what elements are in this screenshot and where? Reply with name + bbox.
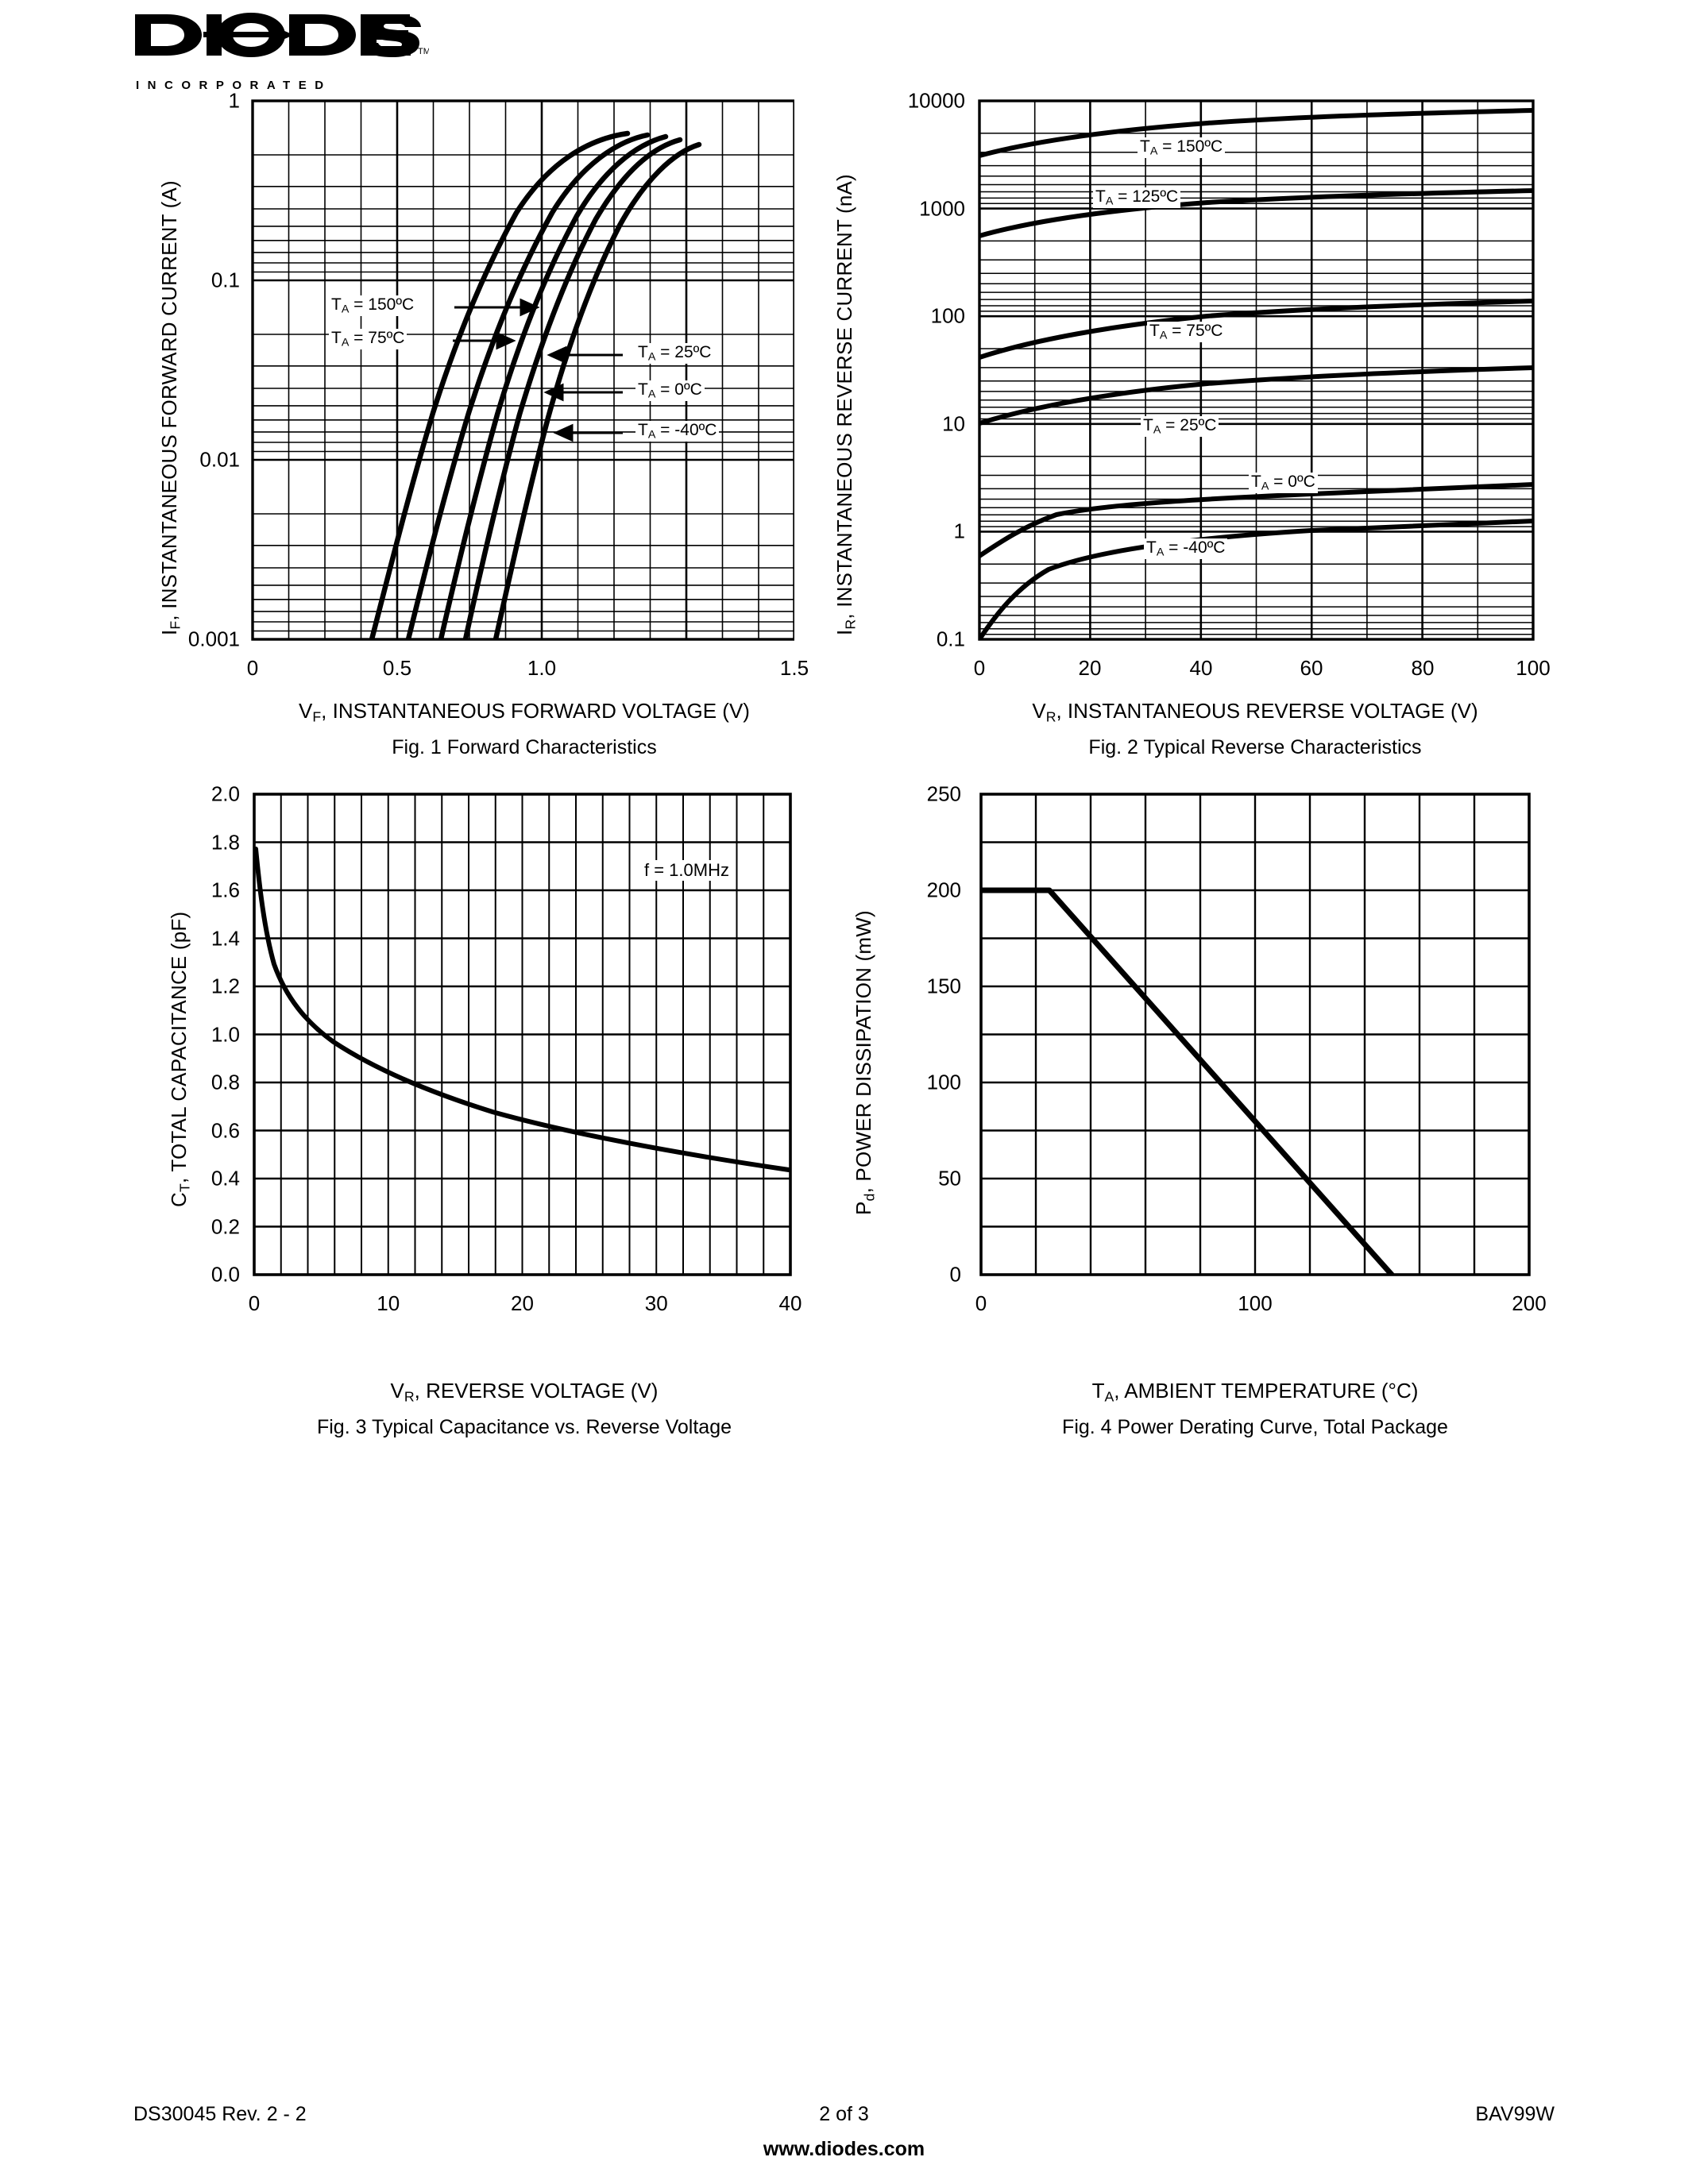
fig3-ytick-6: 0.8 bbox=[211, 1070, 240, 1094]
fig1-label-m40c: TA = -40ºC bbox=[635, 421, 720, 442]
fig2-ytick-2: 100 bbox=[930, 303, 965, 328]
fig3-label-frequency: f = 1.0MHz bbox=[642, 860, 732, 881]
fig3-xtick-2: 20 bbox=[511, 1291, 534, 1315]
figure-3-plot bbox=[253, 793, 792, 1276]
footer-doc-id: DS30045 Rev. 2 - 2 bbox=[133, 2103, 307, 2125]
footer-part-number: BAV99W bbox=[1475, 2103, 1555, 2125]
fig2-xtick-4: 80 bbox=[1411, 656, 1435, 680]
fig3-xtick-4: 40 bbox=[778, 1291, 802, 1315]
figure-1-leaders bbox=[453, 298, 623, 442]
fig4-ytick-2: 150 bbox=[926, 974, 961, 998]
fig3-ytick-2: 1.6 bbox=[211, 878, 240, 902]
fig1-ytick-0: 1 bbox=[228, 88, 240, 113]
fig2-label-0c: TA = 0ºC bbox=[1249, 473, 1318, 493]
fig3-x-axis-title: VR, REVERSE VOLTAGE (V) bbox=[390, 1379, 659, 1405]
fig2-xtick-3: 60 bbox=[1300, 656, 1323, 680]
logo-tagline: INCORPORATED bbox=[136, 79, 332, 92]
fig2-xtick-5: 100 bbox=[1516, 656, 1551, 680]
fig4-caption: Fig. 4 Power Derating Curve, Total Packa… bbox=[1062, 1416, 1448, 1438]
fig1-label-25c: TA = 25ºC bbox=[635, 343, 714, 364]
fig4-ytick-0: 250 bbox=[926, 781, 961, 806]
fig1-xtick-0: 0 bbox=[246, 656, 259, 680]
fig1-ytick-1: 0.1 bbox=[211, 268, 240, 292]
fig3-ytick-9: 0.2 bbox=[211, 1214, 240, 1238]
fig2-ytick-4: 1 bbox=[953, 519, 965, 543]
fig3-ytick-10: 0.0 bbox=[211, 1262, 240, 1287]
fig1-label-150c: TA = 150ºC bbox=[329, 295, 417, 316]
fig2-ytick-0: 10000 bbox=[907, 88, 965, 113]
fig4-ytick-1: 200 bbox=[926, 878, 961, 902]
fig2-label-125c: TA = 125ºC bbox=[1093, 187, 1181, 208]
fig3-ytick-4: 1.2 bbox=[211, 974, 240, 998]
fig4-ytick-5: 0 bbox=[949, 1262, 961, 1287]
fig2-xtick-2: 40 bbox=[1189, 656, 1213, 680]
fig1-label-75c: TA = 75ºC bbox=[329, 329, 408, 349]
fig4-xtick-1: 100 bbox=[1238, 1291, 1273, 1315]
fig2-xtick-0: 0 bbox=[973, 656, 986, 680]
figure-4-derating-line bbox=[981, 887, 1395, 1275]
fig2-xtick-1: 20 bbox=[1078, 656, 1102, 680]
fig4-ytick-4: 50 bbox=[938, 1166, 961, 1190]
fig3-ytick-1: 1.8 bbox=[211, 830, 240, 854]
fig1-ytick-3: 0.001 bbox=[187, 627, 240, 651]
svg-text:TM: TM bbox=[418, 47, 429, 56]
fig3-xtick-3: 30 bbox=[644, 1291, 668, 1315]
fig4-xtick-2: 200 bbox=[1512, 1291, 1547, 1315]
diodes-wordmark-icon: TM bbox=[135, 13, 431, 57]
figure-4-v-grid bbox=[1034, 794, 1476, 1275]
fig1-xtick-1: 0.5 bbox=[382, 656, 412, 680]
fig4-xtick-0: 0 bbox=[975, 1291, 987, 1315]
fig1-label-0c: TA = 0ºC bbox=[635, 380, 705, 401]
diodes-logo: TM INCORPORATED bbox=[133, 11, 431, 92]
fig4-x-axis-title: TA, AMBIENT TEMPERATURE (°C) bbox=[1091, 1379, 1419, 1405]
fig1-ytick-2: 0.01 bbox=[199, 447, 240, 472]
fig2-label-150c: TA = 150ºC bbox=[1138, 137, 1226, 158]
fig2-caption: Fig. 2 Typical Reverse Characteristics bbox=[1088, 736, 1422, 758]
fig3-xtick-1: 10 bbox=[377, 1291, 400, 1315]
figure-3-v-grid bbox=[280, 794, 765, 1275]
fig4-ytick-3: 100 bbox=[926, 1070, 961, 1094]
figure-1-curves bbox=[369, 130, 702, 639]
fig3-xtick-0: 0 bbox=[248, 1291, 261, 1315]
footer-website-link[interactable]: www.diodes.com bbox=[763, 2138, 925, 2160]
fig3-ytick-7: 0.6 bbox=[211, 1118, 240, 1142]
fig2-ytick-1: 1000 bbox=[919, 196, 965, 221]
fig3-ytick-3: 1.4 bbox=[211, 926, 240, 950]
figure-4-plot bbox=[979, 793, 1531, 1276]
fig2-label-25c: TA = 25ºC bbox=[1141, 416, 1219, 437]
fig2-label-m40c: TA = -40ºC bbox=[1144, 538, 1228, 559]
fig1-x-axis-title: VF, INSTANTANEOUS FORWARD VOLTAGE (V) bbox=[299, 699, 750, 725]
fig1-xtick-2: 1.0 bbox=[527, 656, 557, 680]
fig2-ytick-5: 0.1 bbox=[936, 627, 965, 651]
fig1-xtick-3: 1.5 bbox=[779, 656, 809, 680]
fig2-label-75c: TA = 75ºC bbox=[1147, 322, 1226, 342]
fig3-ytick-0: 2.0 bbox=[211, 781, 240, 806]
fig3-ytick-5: 1.0 bbox=[211, 1022, 240, 1046]
fig2-x-axis-title: VR, INSTANTANEOUS REVERSE VOLTAGE (V) bbox=[1032, 699, 1478, 725]
figure-1-plot bbox=[251, 99, 794, 641]
fig3-ytick-8: 0.4 bbox=[211, 1166, 240, 1190]
fig2-ytick-3: 10 bbox=[942, 411, 965, 436]
figure-2-plot bbox=[978, 99, 1535, 641]
figure-3-curve bbox=[254, 847, 790, 1172]
fig4-y-axis-title: Pd, POWER DISSIPATION (mW) bbox=[852, 910, 878, 1215]
footer-page-number: 2 of 3 bbox=[819, 2103, 869, 2125]
fig3-caption: Fig. 3 Typical Capacitance vs. Reverse V… bbox=[316, 1416, 732, 1438]
fig1-caption: Fig. 1 Forward Characteristics bbox=[392, 736, 657, 758]
